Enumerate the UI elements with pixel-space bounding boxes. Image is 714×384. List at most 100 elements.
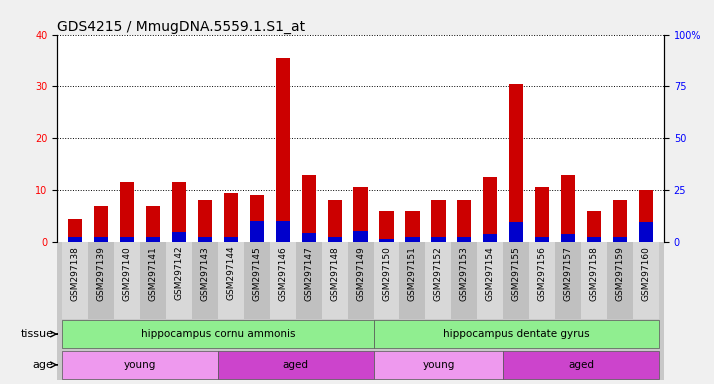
Bar (379, 211, 393, 242)
Bar (639, 190, 653, 242)
Bar (379, 239, 393, 242)
Text: GSM297160: GSM297160 (641, 246, 650, 301)
Bar (431, 200, 446, 242)
Text: aged: aged (283, 360, 308, 370)
Text: GSM297144: GSM297144 (226, 246, 236, 300)
Bar (146, 237, 160, 242)
Text: GSM297145: GSM297145 (252, 246, 261, 301)
Bar (120, 182, 134, 242)
Bar (509, 222, 523, 242)
Bar (166, 242, 192, 319)
Bar (535, 237, 549, 242)
Text: GSM297156: GSM297156 (538, 246, 547, 301)
Text: GSM297142: GSM297142 (174, 246, 183, 300)
Bar (607, 242, 633, 319)
Text: GSM297154: GSM297154 (486, 246, 495, 301)
Text: GSM297153: GSM297153 (460, 246, 469, 301)
Bar (223, 237, 238, 242)
Bar (613, 200, 627, 242)
Bar (535, 187, 549, 242)
Bar (62, 351, 218, 379)
Bar (328, 200, 342, 242)
Bar (94, 237, 109, 242)
Text: GSM297146: GSM297146 (278, 246, 287, 301)
Bar (483, 177, 498, 242)
Bar (483, 233, 498, 242)
Text: GSM297143: GSM297143 (201, 246, 209, 301)
Text: hippocampus cornu ammonis: hippocampus cornu ammonis (141, 329, 295, 339)
Bar (529, 242, 555, 319)
Bar (218, 242, 244, 319)
Bar (146, 206, 160, 242)
Bar (140, 242, 166, 319)
Bar (62, 242, 89, 319)
Text: GSM297155: GSM297155 (512, 246, 521, 301)
Bar (373, 320, 659, 348)
Text: GDS4215 / MmugDNA.5559.1.S1_at: GDS4215 / MmugDNA.5559.1.S1_at (57, 20, 306, 33)
Bar (94, 206, 109, 242)
Bar (301, 175, 316, 242)
Bar (198, 200, 212, 242)
Bar (62, 320, 373, 348)
Bar (503, 351, 659, 379)
Text: GSM297152: GSM297152 (434, 246, 443, 301)
Bar (276, 58, 290, 242)
Bar (322, 242, 348, 319)
Text: GSM297158: GSM297158 (590, 246, 598, 301)
Bar (503, 242, 529, 319)
Text: GSM297140: GSM297140 (123, 246, 131, 301)
Bar (613, 237, 627, 242)
Bar (633, 242, 659, 319)
Bar (218, 351, 373, 379)
Bar (555, 242, 581, 319)
Text: GSM297141: GSM297141 (149, 246, 158, 301)
Text: aged: aged (568, 360, 594, 370)
Bar (639, 222, 653, 242)
Bar (348, 242, 373, 319)
Text: GSM297147: GSM297147 (304, 246, 313, 301)
Bar (353, 187, 368, 242)
Text: GSM297139: GSM297139 (96, 246, 106, 301)
Bar (68, 237, 82, 242)
Text: GSM297157: GSM297157 (563, 246, 573, 301)
Text: GSM297159: GSM297159 (615, 246, 625, 301)
Bar (244, 242, 270, 319)
Bar (581, 242, 607, 319)
Bar (120, 237, 134, 242)
Bar (301, 233, 316, 242)
Text: hippocampus dentate gyrus: hippocampus dentate gyrus (443, 329, 590, 339)
Bar (68, 218, 82, 242)
Bar (198, 237, 212, 242)
Bar (192, 242, 218, 319)
Bar (353, 230, 368, 242)
Bar (587, 211, 601, 242)
Bar (561, 175, 575, 242)
Bar (399, 242, 426, 319)
Bar (276, 221, 290, 242)
Text: young: young (422, 360, 455, 370)
Bar (172, 232, 186, 242)
Bar (457, 200, 471, 242)
Text: tissue: tissue (21, 329, 54, 339)
Bar (250, 195, 264, 242)
Text: GSM297150: GSM297150 (382, 246, 391, 301)
Bar (561, 233, 575, 242)
Bar (114, 242, 140, 319)
Bar (451, 242, 477, 319)
Bar (296, 242, 322, 319)
Bar (406, 237, 420, 242)
Bar (373, 242, 399, 319)
Text: GSM297138: GSM297138 (71, 246, 80, 301)
Text: GSM297151: GSM297151 (408, 246, 417, 301)
Text: young: young (124, 360, 156, 370)
Bar (431, 237, 446, 242)
Bar (587, 237, 601, 242)
Bar (477, 242, 503, 319)
Text: age: age (33, 360, 54, 370)
Text: GSM297149: GSM297149 (356, 246, 365, 301)
Bar (89, 242, 114, 319)
Bar (406, 211, 420, 242)
Bar (373, 351, 503, 379)
Bar (223, 193, 238, 242)
Bar (328, 237, 342, 242)
